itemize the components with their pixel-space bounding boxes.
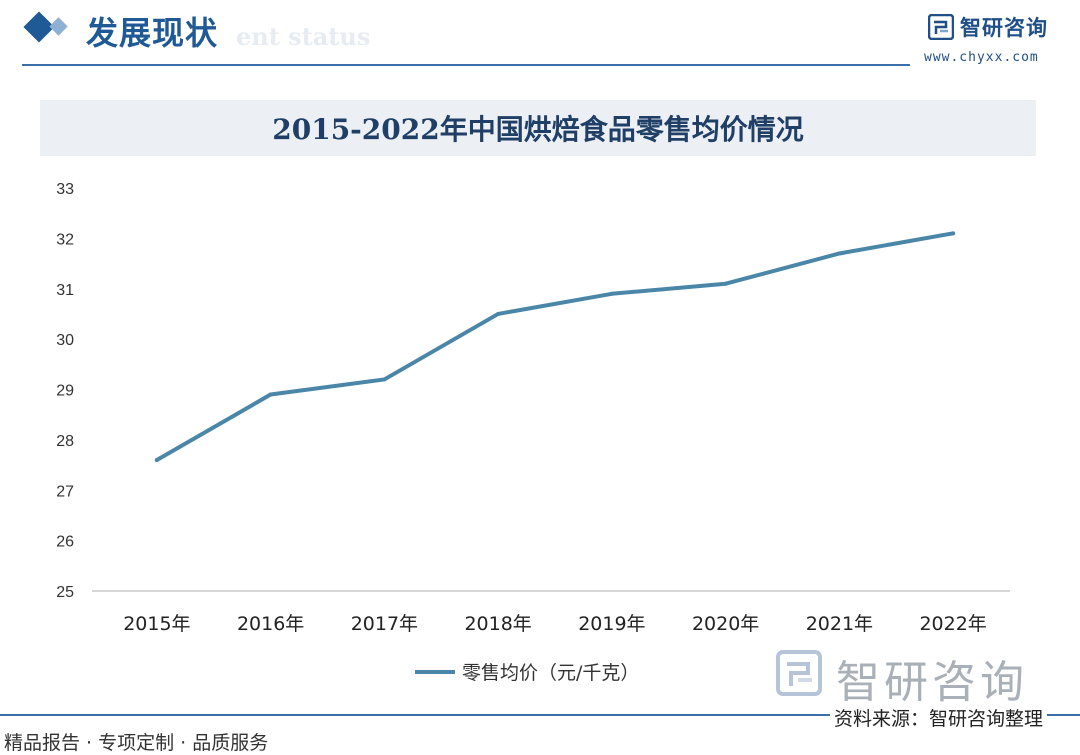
x-axis: 2015年 2016年 2017年 2018年 2019年 2020年 2021年 2022年: [92, 590, 1010, 635]
data-point: [951, 231, 956, 236]
chart-title: 2015-2022年中国烘焙食品零售均价情况: [272, 113, 804, 146]
data-point: [268, 392, 273, 397]
header-divider: [22, 64, 910, 66]
series-layer: [154, 231, 956, 463]
y-tick-label: 27: [56, 483, 74, 500]
x-tick-label: 2020年: [692, 613, 759, 635]
y-tick-label: 28: [56, 433, 74, 450]
footer-divider: [0, 714, 1080, 716]
brand-logo-icon: [928, 14, 954, 40]
brand-name: 智研咨询: [960, 16, 1048, 40]
x-tick-label: 2022年: [919, 613, 986, 635]
x-tick-label: 2018年: [464, 613, 531, 635]
section-title: 发展现状: [86, 14, 219, 52]
footer-tagline: 精品报告 · 专项定制 · 品质服务: [4, 732, 269, 754]
source-note: 资料来源：智研咨询整理: [830, 704, 1048, 731]
y-tick-label: 29: [56, 383, 74, 400]
x-tick-label: 2021年: [806, 613, 873, 635]
data-point: [723, 281, 728, 286]
y-axis: 25 26 27 28 29 30 31 32 33: [56, 181, 74, 601]
y-tick-label: 32: [56, 231, 74, 248]
data-point: [837, 251, 842, 256]
chart-panel: [40, 92, 1036, 710]
data-point: [496, 311, 501, 316]
x-tick-label: 2017年: [351, 613, 418, 635]
brand-url: www.chyxx.com: [924, 50, 1039, 65]
x-tick-label: 2016年: [237, 613, 304, 635]
page-header: ent status 发展现状 智研咨询 www.chyxx.com: [0, 0, 1080, 70]
data-point: [154, 458, 159, 463]
y-tick-label: 31: [56, 282, 74, 299]
legend-label: 零售均价（元/千克）: [462, 662, 639, 684]
data-point: [382, 377, 387, 382]
section-subtitle: ent status: [236, 22, 371, 51]
x-tick-label: 2019年: [578, 613, 645, 635]
data-point: [609, 291, 614, 296]
y-tick-label: 30: [56, 332, 74, 349]
x-tick-label: 2015年: [123, 613, 190, 635]
chart-title-bar: [40, 100, 1036, 156]
watermark-brand: 智研咨询: [836, 657, 1028, 708]
watermark-logo-icon: [776, 650, 822, 696]
y-tick-label: 26: [56, 534, 74, 551]
legend: 零售均价（元/千克）: [415, 662, 639, 684]
y-tick-label: 25: [56, 584, 74, 601]
y-tick-label: 33: [56, 181, 74, 198]
series-line: [154, 231, 956, 463]
